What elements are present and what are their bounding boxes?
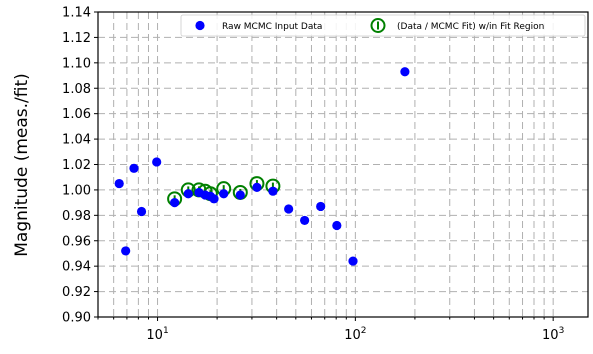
raw-point: [209, 194, 219, 204]
y-tick-label: 1.10: [62, 56, 91, 71]
y-tick-label: 1.06: [62, 107, 91, 122]
raw-point: [235, 190, 245, 200]
y-tick-label: 0.96: [62, 234, 91, 249]
y-tick-label: 0.98: [62, 209, 91, 224]
raw-point: [300, 215, 310, 226]
y-tick-label: 1.08: [62, 82, 91, 97]
raw-point: [348, 256, 358, 266]
raw-point: [400, 67, 410, 77]
axis-ticks: 0.90 0.92 0.94 0.96 0.98 1.00 1.02 1.04 1.06 1.08…: [62, 6, 564, 344]
y-tick-label: 1.00: [62, 183, 91, 198]
raw-point: [129, 163, 139, 173]
y-tick-label: 1.02: [62, 158, 91, 173]
x-tick-label: 102: [344, 326, 366, 343]
legend-label-fit: (Data / MCMC Fit) w/in Fit Region: [397, 22, 544, 32]
raw-point: [316, 201, 326, 212]
raw-point: [332, 220, 342, 231]
y-tick-label: 0.90: [62, 311, 91, 326]
legend-label-raw: Raw MCMC Input Data: [222, 22, 322, 32]
y-tick-label: 1.04: [62, 133, 91, 148]
raw-point: [114, 178, 124, 189]
raw-point: [170, 198, 180, 208]
x-tick-label: 103: [542, 326, 564, 343]
y-tick-label: 0.92: [62, 285, 91, 300]
raw-point: [284, 204, 294, 214]
raw-series-markers: [114, 67, 410, 266]
legend-marker-fit: [370, 18, 386, 33]
legend-marker-raw: [195, 20, 205, 31]
y-tick-label: 1.14: [62, 6, 91, 21]
y-tick-label: 1.12: [62, 31, 91, 46]
x-tick-label: 101: [146, 326, 168, 343]
raw-point: [268, 186, 278, 196]
raw-point: [252, 182, 262, 192]
raw-point: [152, 157, 162, 167]
legend-box: [180, 14, 586, 37]
y-axis-title: Magnitude (meas./fit): [12, 73, 32, 257]
grid: [97, 11, 588, 318]
raw-point: [183, 189, 193, 199]
raw-point: [121, 246, 131, 256]
legend: Raw MCMC Input Data (Data / MCMC Fit) w/…: [180, 14, 586, 37]
raw-point: [136, 206, 147, 217]
raw-point: [219, 189, 229, 199]
y-tick-label: 0.94: [62, 260, 91, 275]
